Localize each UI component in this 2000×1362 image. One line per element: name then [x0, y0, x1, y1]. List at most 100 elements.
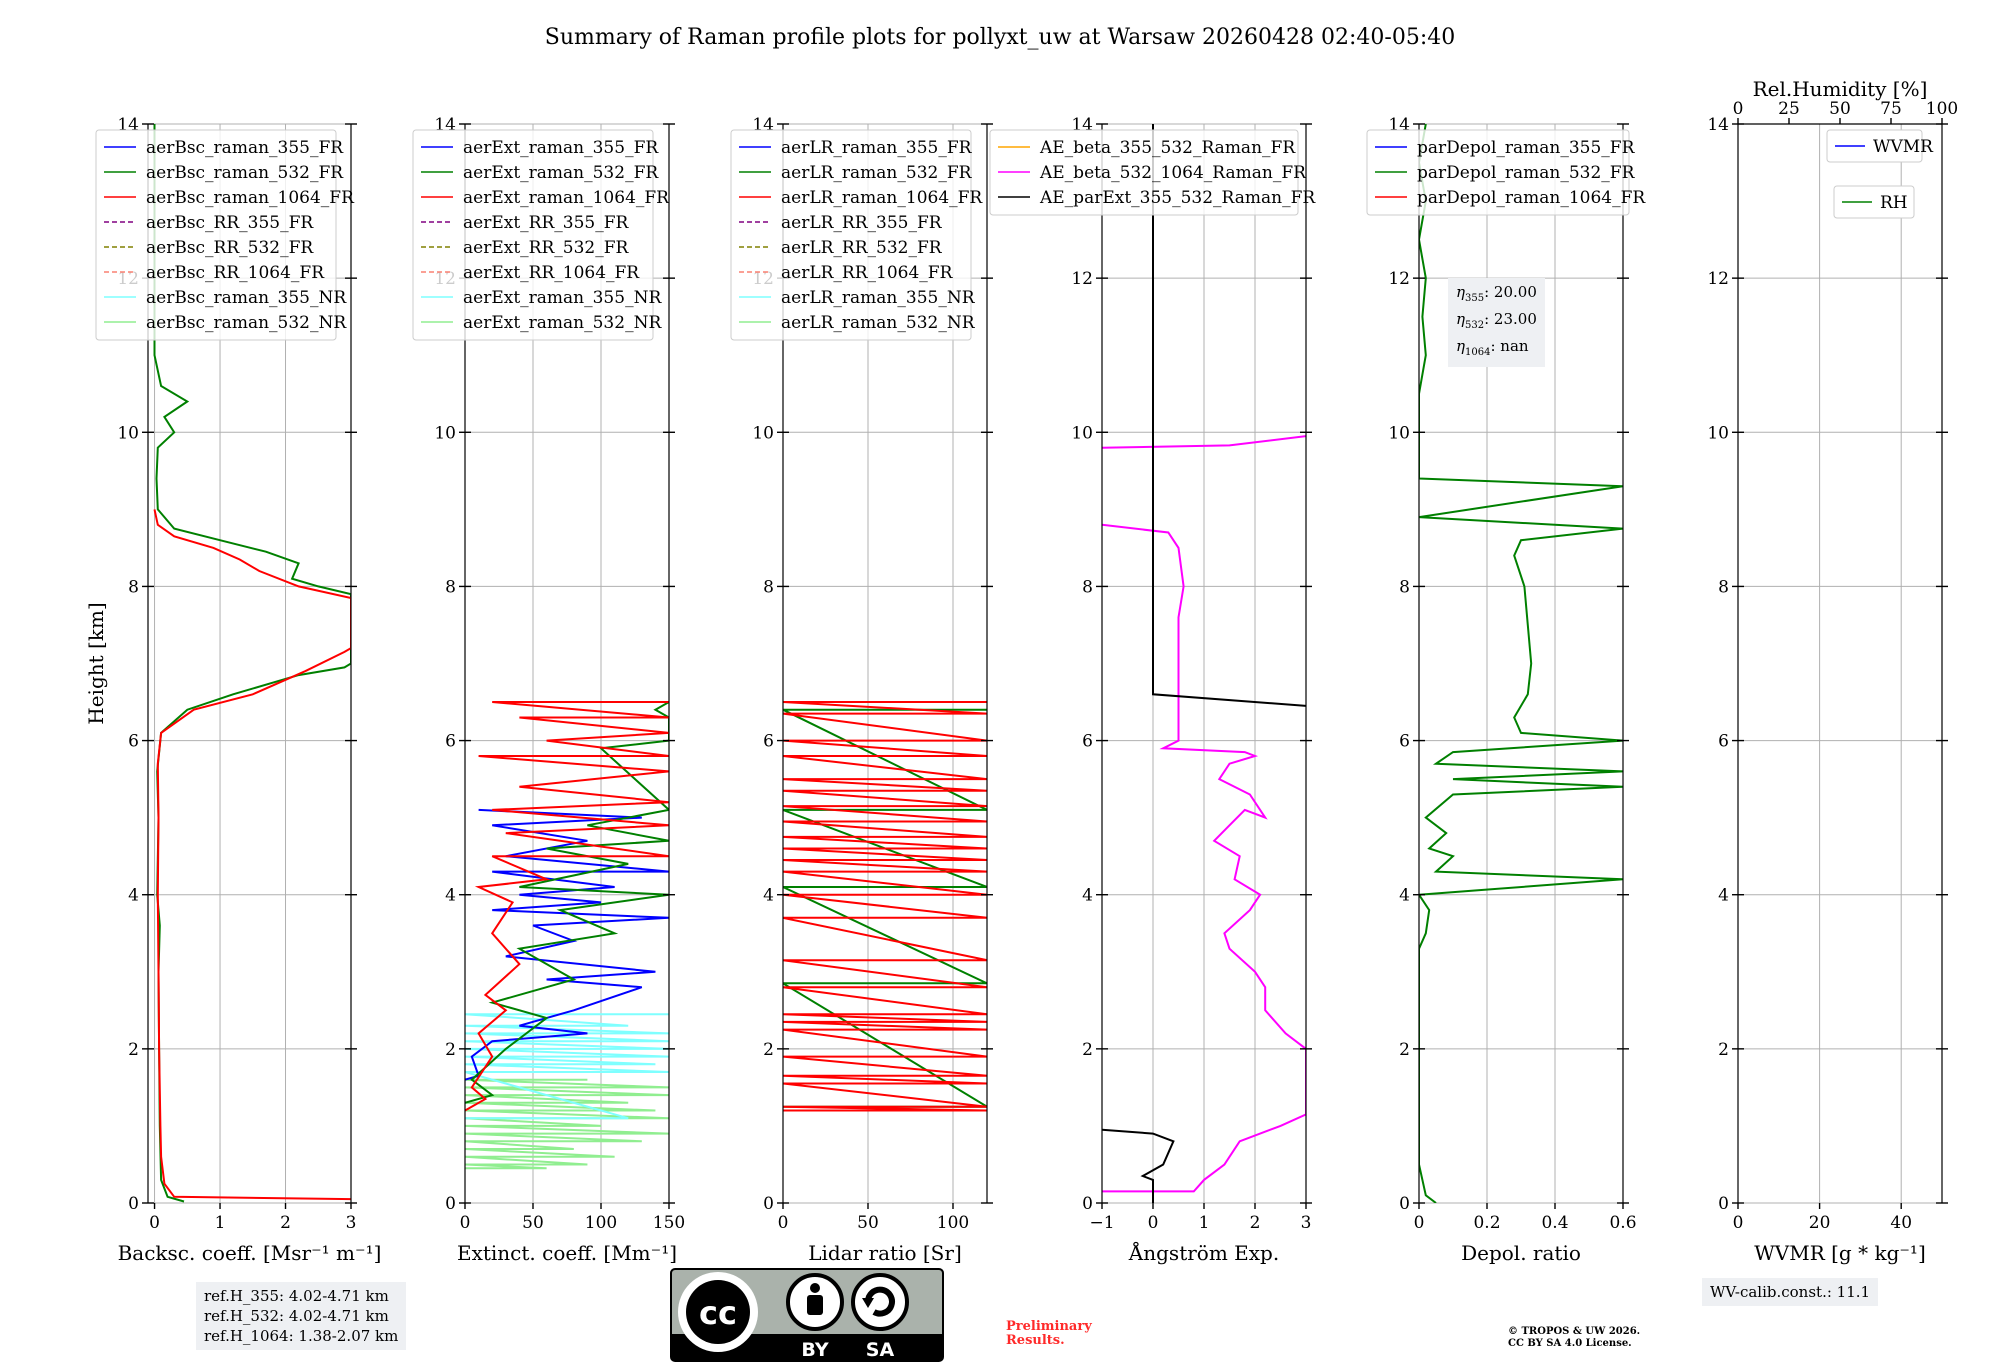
legend-frame	[730, 129, 972, 341]
sa-label: SA	[866, 1339, 895, 1361]
y-tick-label: 6	[1718, 732, 1729, 752]
y-tick-label: 6	[1082, 732, 1093, 752]
series-group	[1419, 124, 1623, 1203]
y-tick-label: 2	[1399, 1040, 1410, 1060]
legend-label: aerExt_raman_1064_FR	[463, 188, 670, 208]
legend-label: aerExt_raman_355_NR	[463, 288, 662, 308]
x-axis-label: Ångström Exp.	[1128, 1240, 1279, 1265]
y-axis-label: Height [km]	[84, 602, 108, 724]
legend: aerExt_raman_355_FR aerExt_raman_532_FRae…	[412, 129, 670, 341]
eta-info-box: η355: 20.00 η532: 23.00 η1064: nan	[1448, 278, 1545, 367]
legend-frame	[989, 129, 1299, 216]
panel-lr: 02468101214050100Lidar ratio [Sr]aerLR_r…	[730, 115, 993, 1265]
top-x-tick-label: 0	[1733, 99, 1744, 119]
legend: WVMR RH	[1826, 129, 1934, 219]
eta-532: η532: 23.00	[1456, 310, 1537, 331]
x-tick-label: 150	[653, 1213, 685, 1233]
legend-label: aerBsc_raman_355_NR	[146, 288, 347, 308]
copyright-note: © TROPOS & UW 2026. CC BY SA 4.0 License…	[1508, 1326, 1641, 1349]
wv-calib-const: WV-calib.const.: 11.1	[1710, 1283, 1871, 1301]
x-tick-label: −1	[1089, 1213, 1114, 1233]
panel-bsc: 024681012140123Backsc. coeff. [Msr⁻¹ m⁻¹…	[84, 115, 381, 1265]
by-label: BY	[801, 1339, 828, 1361]
y-tick-label: 12	[1388, 269, 1410, 289]
legend-frame	[412, 129, 654, 341]
legend-label: aerLR_raman_532_FR	[781, 163, 973, 183]
series-aerExt_raman_532_FR	[465, 701, 669, 1104]
y-tick-label: 2	[1718, 1040, 1729, 1060]
figure-title: Summary of Raman profile plots for polly…	[545, 25, 1455, 50]
legend: aerLR_raman_355_FR aerLR_raman_532_FR aerL…	[730, 129, 983, 341]
x-tick-label: 100	[937, 1213, 969, 1233]
legend-frame	[1366, 129, 1630, 216]
legend-label: aerExt_raman_532_NR	[463, 313, 662, 333]
reference-height-box: ref.H_355: 4.02-4.71 km ref.H_532: 4.02-…	[196, 1282, 407, 1350]
legend-label: aerLR_raman_532_NR	[781, 313, 976, 333]
x-tick-label: 0	[149, 1213, 160, 1233]
top-x-tick-label: 25	[1778, 99, 1800, 119]
legend-label: aerBsc_RR_355_FR	[146, 213, 314, 233]
legend-label: parDepol_raman_355_FR	[1417, 138, 1636, 158]
legend-label: aerExt_raman_532_FR	[463, 163, 659, 183]
legend-label: aerLR_raman_355_NR	[781, 288, 976, 308]
x-tick-label: 40	[1890, 1213, 1912, 1233]
series-aerLR_raman_1064_FR	[783, 701, 987, 1112]
x-axis-label: Depol. ratio	[1461, 1241, 1581, 1265]
y-tick-label: 0	[763, 1194, 774, 1214]
legend-label: aerBsc_RR_1064_FR	[146, 263, 325, 283]
y-tick-label: 8	[1718, 577, 1729, 597]
y-tick-label: 8	[1082, 577, 1093, 597]
y-tick-label: 4	[1082, 886, 1093, 906]
x-tick-label: 3	[1301, 1213, 1312, 1233]
x-tick-label: 50	[857, 1213, 879, 1233]
x-tick-label: 0.4	[1541, 1213, 1568, 1233]
y-tick-label: 6	[128, 732, 139, 752]
y-tick-label: 2	[128, 1040, 139, 1060]
cc-mark: cc	[699, 1294, 737, 1332]
y-tick-label: 12	[1707, 269, 1729, 289]
y-tick-label: 10	[1388, 423, 1410, 443]
legend: aerBsc_raman_355_FR aerBsc_raman_532_FRae…	[95, 129, 355, 341]
y-tick-label: 10	[117, 423, 139, 443]
y-tick-label: 10	[1707, 423, 1729, 443]
legend-label: aerBsc_raman_1064_FR	[146, 188, 355, 208]
x-tick-label: 100	[585, 1213, 617, 1233]
legend: parDepol_raman_355_FR parDepol_raman_532_…	[1366, 129, 1646, 216]
series-AE_beta_532_1064_Raman_FR	[1102, 523, 1306, 1193]
legend-label: aerBsc_raman_532_NR	[146, 313, 347, 333]
y-tick-label: 0	[445, 1194, 456, 1214]
y-tick-label: 2	[1082, 1040, 1093, 1060]
x-tick-label: 2	[280, 1213, 291, 1233]
y-tick-label: 8	[445, 577, 456, 597]
y-tick-label: 8	[128, 577, 139, 597]
series-aerExt_raman_1064_FR	[465, 701, 669, 1112]
preliminary-note: Preliminary Results.	[1006, 1319, 1092, 1348]
series-aerExt_raman_532_NR	[465, 1078, 669, 1170]
series-AE_parExt_355_532_Raman_FR_low	[1102, 1128, 1175, 1203]
legend-label: WVMR	[1873, 137, 1934, 157]
x-tick-label: 0	[1414, 1213, 1425, 1233]
series-AE_parExt_355_532_Raman_FR	[1152, 124, 1306, 707]
series-group	[465, 701, 669, 1170]
series-aerExt_raman_355_NR	[465, 1013, 669, 1120]
x-tick-label: 0	[460, 1213, 471, 1233]
y-tick-label: 4	[1399, 886, 1410, 906]
series-parDepol_raman_532_FR	[1419, 124, 1623, 1203]
y-tick-label: 6	[763, 732, 774, 752]
y-tick-label: 6	[1399, 732, 1410, 752]
legend: AE_beta_355_532_Raman_FR AE_beta_532_1064…	[989, 129, 1316, 216]
x-tick-label: 0	[1148, 1213, 1159, 1233]
eta-1064: η1064: nan	[1456, 337, 1529, 358]
x-tick-label: 0.2	[1473, 1213, 1500, 1233]
x-tick-label: 20	[1809, 1213, 1831, 1233]
x-tick-label: 0.6	[1609, 1213, 1636, 1233]
top-x-tick-label: 75	[1880, 99, 1902, 119]
legend-label: aerLR_RR_355_FR	[781, 213, 943, 233]
top-axis-label: Rel.Humidity [%]	[1753, 77, 1928, 101]
y-tick-label: 10	[752, 423, 774, 443]
legend-frame	[1833, 185, 1915, 219]
